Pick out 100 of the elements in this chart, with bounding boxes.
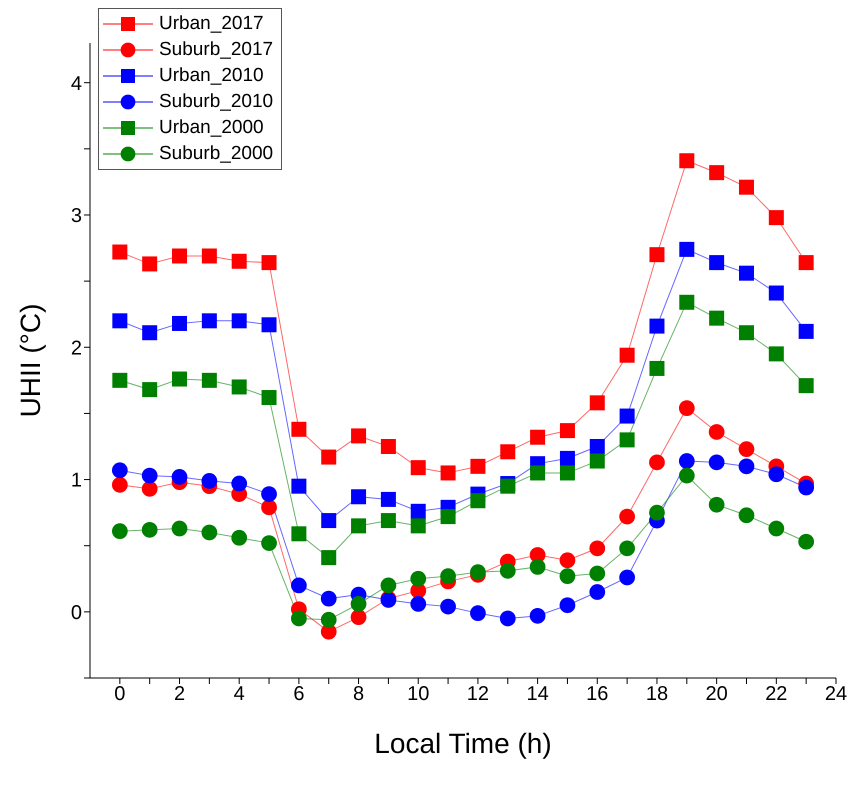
point <box>470 493 486 508</box>
point <box>649 504 665 521</box>
point <box>440 509 456 524</box>
x-tick-label: 0 <box>114 683 126 706</box>
point <box>380 513 396 528</box>
x-tick-label: 2 <box>174 683 186 706</box>
point <box>620 408 635 424</box>
point <box>172 372 188 387</box>
x-tick-label: 22 <box>765 683 788 706</box>
y-tick-label: 0 <box>70 602 82 624</box>
point <box>262 255 277 270</box>
point <box>798 480 814 496</box>
y-tick-label: 2 <box>70 337 82 360</box>
point <box>112 372 128 388</box>
point <box>738 266 754 281</box>
point <box>291 578 307 594</box>
point <box>440 568 456 584</box>
point <box>142 325 158 340</box>
point <box>232 379 247 394</box>
y-tick-label: 4 <box>70 72 82 95</box>
point <box>142 522 158 538</box>
point <box>112 313 128 328</box>
point <box>470 458 486 474</box>
point <box>798 324 814 339</box>
point <box>291 610 307 626</box>
legend-label: Urban_2010 <box>159 65 264 87</box>
point <box>201 524 218 540</box>
point <box>738 325 754 340</box>
point <box>142 382 158 398</box>
point <box>619 508 635 524</box>
point <box>649 360 664 376</box>
point <box>112 244 128 260</box>
y-axis-title: UHII (°C) <box>14 304 46 418</box>
point <box>620 432 635 448</box>
point <box>231 476 248 492</box>
point <box>649 454 665 470</box>
point <box>320 612 337 628</box>
point <box>142 468 158 484</box>
point <box>142 480 158 497</box>
y-tick-label: 3 <box>70 205 82 228</box>
point <box>350 609 366 626</box>
point <box>649 318 664 334</box>
point <box>231 530 248 546</box>
point <box>321 513 336 528</box>
legend-label: Suburb_2000 <box>159 143 274 165</box>
y-tick-label: 1 <box>70 470 82 492</box>
point <box>172 316 188 331</box>
point <box>560 597 576 614</box>
x-tick-label: 20 <box>706 683 728 706</box>
x-tick-label: 8 <box>352 683 364 706</box>
point <box>142 256 158 272</box>
point <box>738 458 754 474</box>
point <box>201 473 218 489</box>
point <box>768 520 784 536</box>
x-tick-label: 4 <box>234 683 245 706</box>
point <box>172 469 188 485</box>
point <box>291 478 306 494</box>
point <box>410 596 426 612</box>
point <box>261 499 277 516</box>
point <box>590 395 605 410</box>
point <box>708 424 725 440</box>
point <box>708 496 725 513</box>
point <box>678 453 695 469</box>
point <box>679 294 694 310</box>
point <box>351 428 366 444</box>
x-tick-label: 10 <box>407 683 430 706</box>
x-tick-label: 6 <box>293 683 304 706</box>
point <box>380 492 396 507</box>
legend-label: Urban_2017 <box>159 13 264 35</box>
point <box>768 286 784 301</box>
point <box>590 454 605 469</box>
point <box>738 441 754 458</box>
point <box>500 610 516 626</box>
point <box>351 489 366 504</box>
point <box>112 476 128 493</box>
point <box>112 523 128 540</box>
point <box>262 390 277 406</box>
point <box>112 462 128 478</box>
point <box>202 248 217 264</box>
point <box>380 578 396 594</box>
point <box>708 454 725 470</box>
point <box>410 504 426 519</box>
point <box>291 422 306 437</box>
point <box>560 552 576 568</box>
point <box>261 486 277 502</box>
point <box>262 317 277 332</box>
point <box>589 584 606 600</box>
point <box>500 562 516 579</box>
point <box>560 465 575 480</box>
point <box>709 255 724 270</box>
point <box>321 450 336 465</box>
point <box>172 520 188 536</box>
point <box>410 570 426 587</box>
point <box>410 460 426 476</box>
x-tick-label: 16 <box>586 683 608 706</box>
x-tick-label: 24 <box>824 683 848 706</box>
point <box>470 605 486 622</box>
point <box>560 450 575 466</box>
point <box>202 372 217 388</box>
point <box>410 518 426 534</box>
